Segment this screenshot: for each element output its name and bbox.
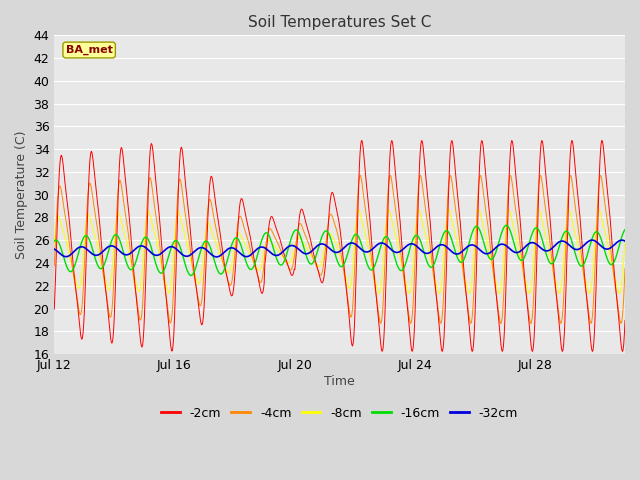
Text: BA_met: BA_met bbox=[66, 45, 113, 55]
Y-axis label: Soil Temperature (C): Soil Temperature (C) bbox=[15, 131, 28, 259]
Title: Soil Temperatures Set C: Soil Temperatures Set C bbox=[248, 15, 431, 30]
Legend: -2cm, -4cm, -8cm, -16cm, -32cm: -2cm, -4cm, -8cm, -16cm, -32cm bbox=[156, 402, 524, 425]
X-axis label: Time: Time bbox=[324, 375, 355, 388]
